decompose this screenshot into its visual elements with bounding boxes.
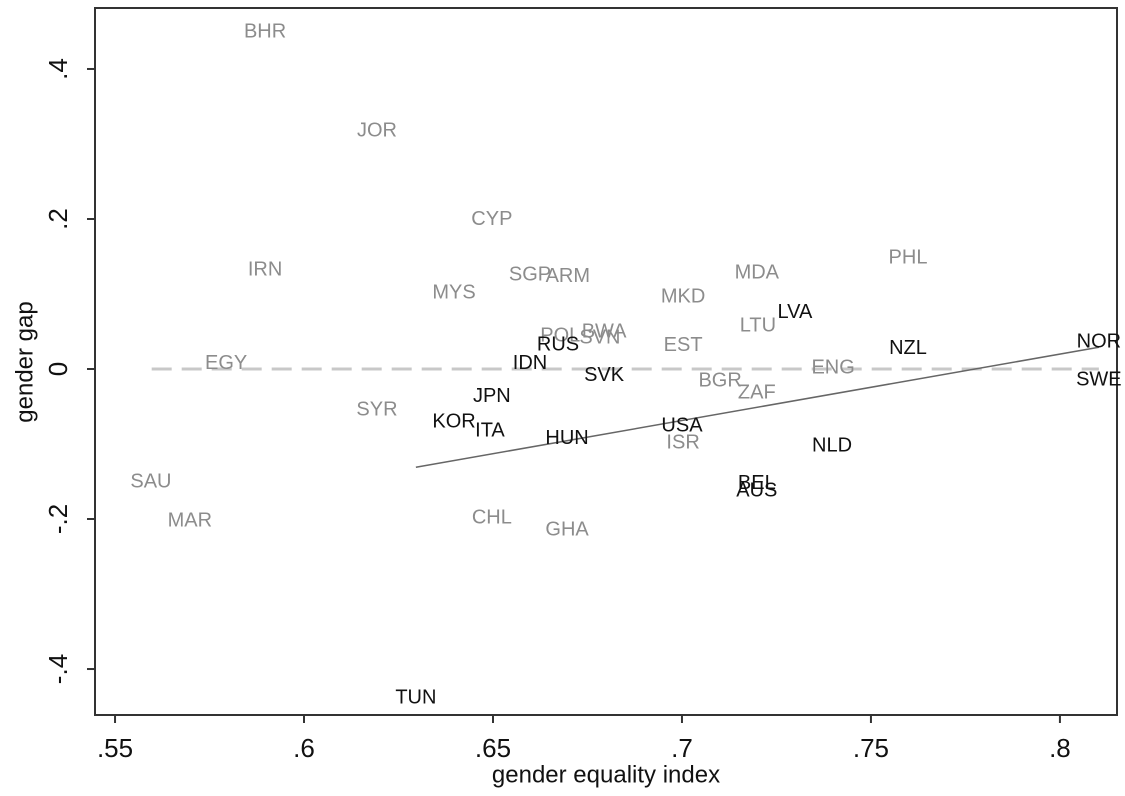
point-label: EGY bbox=[205, 352, 247, 374]
y-tick-label: .2 bbox=[43, 208, 73, 230]
point-label: IRN bbox=[248, 258, 282, 280]
point-label: SVK bbox=[584, 364, 625, 386]
point-label: SYR bbox=[356, 399, 397, 421]
point-label: LTU bbox=[740, 315, 776, 337]
x-tick-label: .7 bbox=[671, 733, 693, 763]
point-label: ISR bbox=[666, 432, 699, 454]
x-tick-label: .8 bbox=[1049, 733, 1071, 763]
x-tick-label: .65 bbox=[475, 733, 511, 763]
point-label: KOR bbox=[432, 411, 475, 433]
point-label: JPN bbox=[473, 385, 511, 407]
fit-line bbox=[415, 346, 1099, 468]
point-label: BWA bbox=[582, 321, 627, 343]
x-tick-label: .55 bbox=[97, 733, 133, 763]
point-label: NLD bbox=[812, 435, 852, 457]
point-label: ARM bbox=[546, 265, 590, 287]
point-label: TUN bbox=[395, 687, 436, 709]
point-label: BGR bbox=[698, 369, 741, 391]
y-tick-label: 0 bbox=[43, 362, 73, 376]
y-axis-label: gender gap bbox=[11, 301, 38, 422]
point-label: MDA bbox=[735, 261, 780, 283]
y-tick-label: -.4 bbox=[43, 654, 73, 684]
point-label: NOR bbox=[1077, 330, 1121, 352]
point-label: GHA bbox=[545, 519, 589, 541]
point-label: LVA bbox=[778, 301, 813, 323]
point-label: SGP bbox=[509, 264, 551, 286]
point-label: SAU bbox=[130, 471, 171, 493]
point-label: MYS bbox=[432, 282, 475, 304]
point-label: BEL bbox=[738, 472, 776, 494]
point-label: JOR bbox=[357, 120, 397, 142]
point-label: MAR bbox=[168, 510, 212, 532]
point-label: BHR bbox=[244, 21, 286, 43]
point-label: ZAF bbox=[738, 381, 776, 403]
x-tick-label: .75 bbox=[853, 733, 889, 763]
point-label: POL bbox=[540, 324, 580, 346]
point-label: CHL bbox=[472, 507, 512, 529]
x-tick-label: .6 bbox=[293, 733, 315, 763]
point-label: CYP bbox=[471, 208, 512, 230]
point-label: NZL bbox=[889, 337, 927, 359]
point-label: SWE bbox=[1076, 369, 1122, 391]
x-axis-label: gender equality index bbox=[492, 761, 720, 788]
point-label: EST bbox=[664, 334, 703, 356]
point-label: HUN bbox=[545, 427, 588, 449]
point-label: SVN bbox=[579, 327, 620, 349]
point-label: ENG bbox=[811, 357, 854, 379]
point-label: RUS bbox=[537, 333, 579, 355]
point-label: PHL bbox=[889, 246, 928, 268]
plot-frame bbox=[94, 7, 1118, 716]
y-tick-label: -.2 bbox=[43, 504, 73, 534]
point-label: AUS bbox=[736, 480, 777, 502]
point-label: MKD bbox=[661, 285, 705, 307]
point-label: USA bbox=[661, 414, 703, 436]
point-label: IDN bbox=[513, 352, 547, 374]
y-tick-label: .4 bbox=[43, 58, 73, 80]
point-label: ITA bbox=[475, 420, 505, 442]
